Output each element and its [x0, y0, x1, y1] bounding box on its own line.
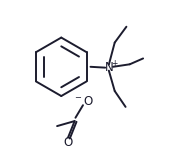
- Text: N: N: [105, 61, 113, 74]
- Text: $^-$O: $^-$O: [73, 95, 94, 108]
- Text: +: +: [111, 59, 117, 68]
- Text: O: O: [63, 136, 73, 149]
